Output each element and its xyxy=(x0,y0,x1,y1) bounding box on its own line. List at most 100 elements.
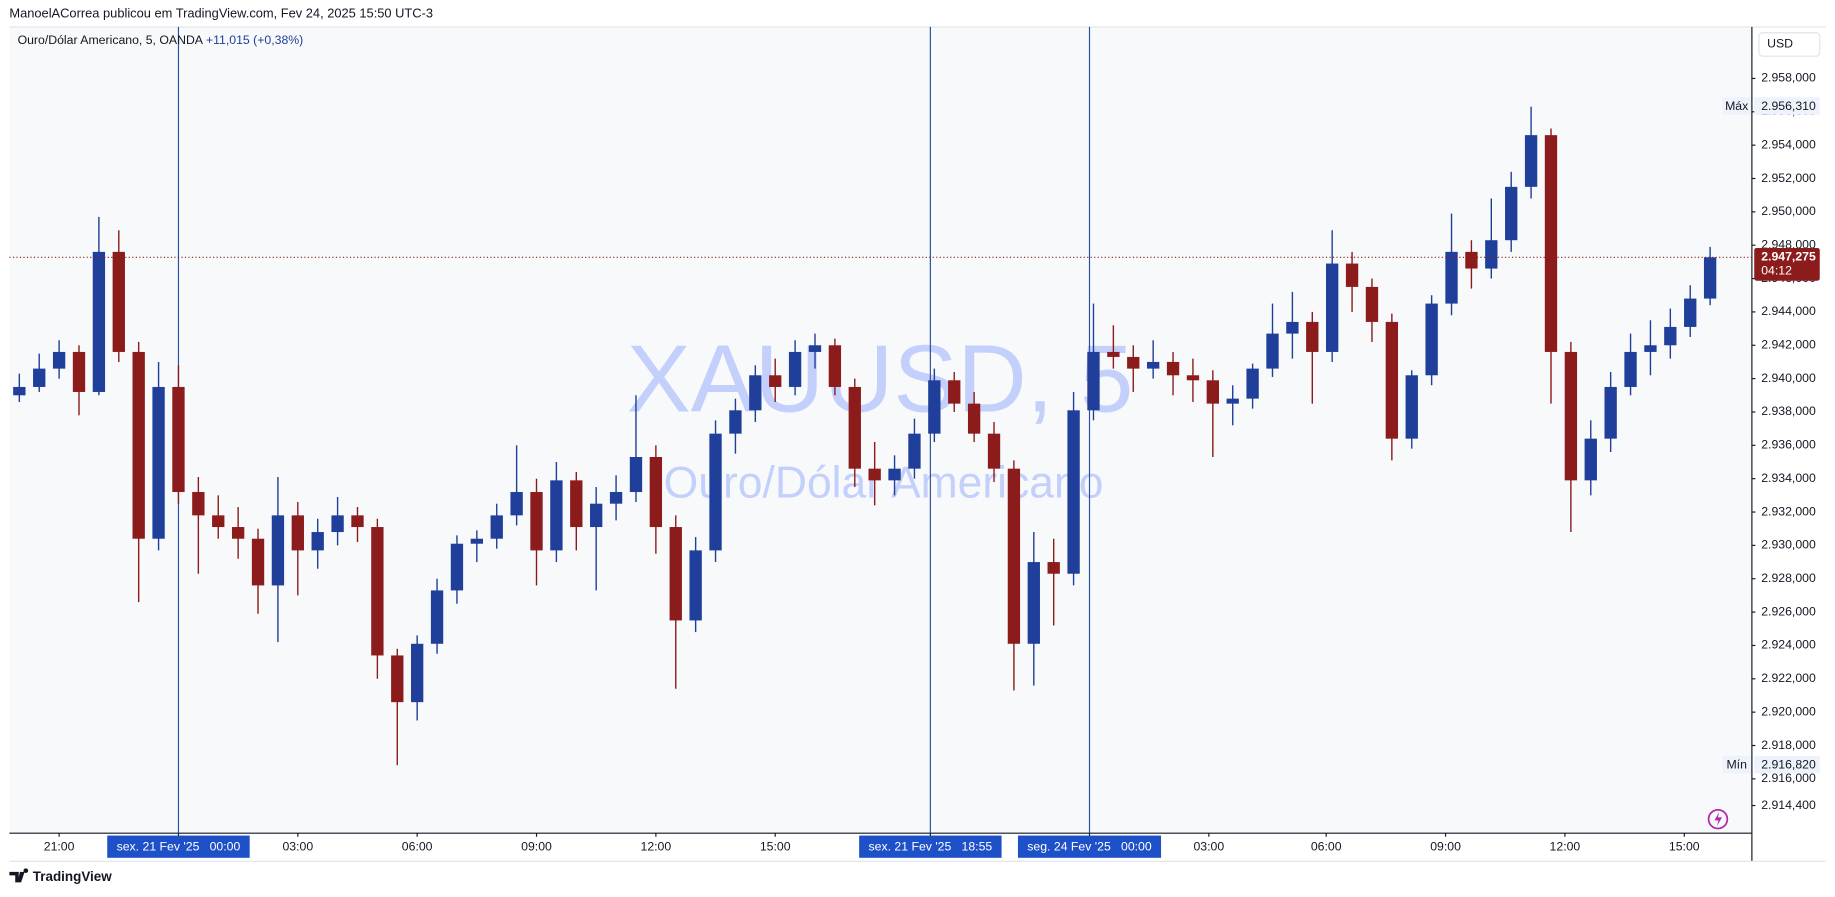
extreme-value: 2.916,820 xyxy=(1761,757,1816,771)
x-tick-label: 03:00 xyxy=(282,840,313,854)
candle-body xyxy=(1186,375,1200,381)
candle-body xyxy=(808,345,822,352)
candle-body xyxy=(1306,321,1319,352)
currency[interactable]: USD xyxy=(1767,37,1793,51)
candle-body xyxy=(1385,321,1399,439)
candle-body xyxy=(908,433,921,469)
x-tick-label: 15:00 xyxy=(760,840,791,854)
candle-body xyxy=(271,515,285,586)
candle-body xyxy=(1027,562,1040,644)
x-tick-label: 09:00 xyxy=(521,840,552,854)
candle-body xyxy=(1604,386,1617,439)
candle-body xyxy=(430,590,444,644)
x-tick-label: sex. 21 Fev '25 00:00 xyxy=(117,840,241,854)
candle-body xyxy=(410,643,424,703)
extreme-tag-box xyxy=(1722,755,1751,774)
extreme-tag: Máx xyxy=(1725,99,1748,113)
candle-body xyxy=(212,515,225,528)
candle-body xyxy=(888,468,901,481)
y-tick-label: 2.944,000 xyxy=(1761,304,1816,318)
alert-icon[interactable] xyxy=(1707,808,1729,830)
y-tick-label: 2.918,000 xyxy=(1761,738,1816,752)
candle-body xyxy=(192,492,205,516)
candle-body xyxy=(251,538,265,586)
candle-body xyxy=(1564,351,1578,481)
candle-body xyxy=(788,351,802,387)
candle-body xyxy=(1326,263,1339,352)
candle-body xyxy=(649,457,663,528)
candle-body xyxy=(769,375,782,387)
candle-body xyxy=(450,543,464,591)
candle-body xyxy=(1703,257,1717,299)
candle-body xyxy=(231,527,245,539)
candle-body xyxy=(112,251,125,352)
candle-body xyxy=(1445,251,1458,304)
extreme-value-box xyxy=(1754,755,1820,774)
x-tick-label: 03:00 xyxy=(1193,840,1224,854)
watermark-ticker: XAUUSD, 5 xyxy=(627,326,1134,433)
y-tick-label: 2.942,000 xyxy=(1761,338,1816,352)
overlay-layer: 2.958,0002.956,0002.954,0002.952,0002.95… xyxy=(44,71,1820,858)
extreme-tag: Mín xyxy=(1726,757,1747,771)
candle-body xyxy=(828,345,842,387)
candle-body xyxy=(629,457,643,493)
candle-body xyxy=(92,251,106,392)
candle-body xyxy=(749,375,762,411)
candle-body xyxy=(709,433,722,551)
candle-body xyxy=(1206,380,1219,404)
candle-body xyxy=(172,386,185,493)
candle-body xyxy=(1067,410,1080,574)
x-tick-highlight xyxy=(859,835,1002,858)
candle-body xyxy=(311,532,324,551)
candle-body xyxy=(291,515,304,551)
candle-body xyxy=(689,550,702,621)
candle-body xyxy=(1107,351,1120,357)
candle-body xyxy=(1684,298,1697,327)
legend-symbol: Ouro/Dólar Americano, 5, OANDA xyxy=(18,33,204,47)
y-tick-label: 2.932,000 xyxy=(1761,504,1816,518)
candle-body xyxy=(1664,326,1677,346)
candle-body xyxy=(848,386,861,469)
candle-body xyxy=(1644,345,1657,352)
candle-body xyxy=(1624,351,1637,387)
y-tick-label: 2.950,000 xyxy=(1761,204,1816,218)
candle-body xyxy=(331,515,344,533)
y-tick-label: 2.926,000 xyxy=(1761,604,1816,618)
watermark: XAUUSD, 5 Ouro/Dólar Americano xyxy=(627,326,1134,508)
y-tick-label: 2.928,000 xyxy=(1761,571,1816,585)
candle-body xyxy=(550,480,563,551)
x-tick-label: 15:00 xyxy=(1669,840,1700,854)
x-tick-label: seg. 24 Fev '25 00:00 xyxy=(1027,840,1152,854)
candle-body xyxy=(1584,438,1597,481)
y-tick-label: 2.920,000 xyxy=(1761,704,1816,718)
candle-body xyxy=(967,403,981,434)
candle-body xyxy=(1345,263,1359,287)
candle-body xyxy=(72,351,86,392)
candle-body xyxy=(1524,135,1538,187)
candle-body xyxy=(510,492,523,516)
candle-body xyxy=(1286,321,1299,334)
candle-body xyxy=(948,380,961,404)
watermark-description: Ouro/Dólar Americano xyxy=(664,458,1104,507)
brand-name: TradingView xyxy=(33,869,112,884)
x-tick-label: 12:00 xyxy=(1550,840,1581,854)
currency-box[interactable] xyxy=(1758,32,1821,57)
candle-body xyxy=(1485,240,1498,269)
plot-area xyxy=(9,26,1752,834)
brand: TradingView xyxy=(9,868,112,884)
y-tick-label: 2.940,000 xyxy=(1761,371,1816,385)
extreme-tag-box xyxy=(1722,97,1751,115)
y-tick-label: 2.952,000 xyxy=(1761,171,1816,185)
candle-body xyxy=(1425,303,1438,376)
alert-bolt xyxy=(1714,812,1723,827)
candle-body xyxy=(1007,468,1021,644)
y-tick-label: 2.938,000 xyxy=(1761,404,1816,418)
candle-body xyxy=(987,433,1001,469)
extreme-value: 2.956,310 xyxy=(1761,99,1816,113)
y-tick-label: 2.954,000 xyxy=(1761,137,1816,151)
candle-body xyxy=(1146,361,1160,369)
candle-body xyxy=(1505,186,1518,241)
candle-body xyxy=(1405,375,1418,439)
x-tick-highlight xyxy=(107,835,250,858)
